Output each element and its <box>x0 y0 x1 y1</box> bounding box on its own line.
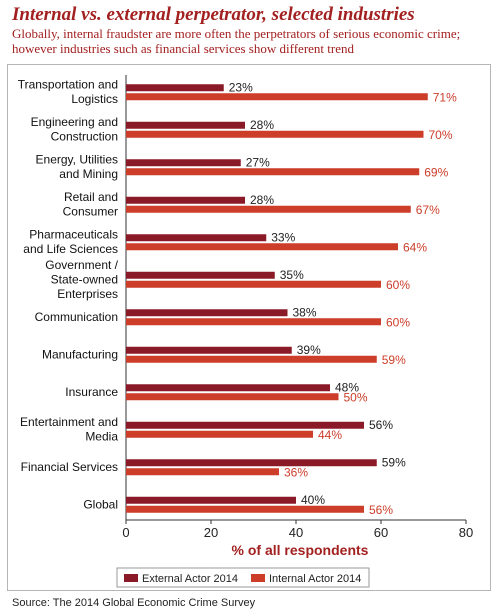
source-note: Source: The 2014 Global Economic Crime S… <box>12 597 256 609</box>
category-label: Entertainment and <box>20 415 118 429</box>
value-label-external: 38% <box>293 305 317 319</box>
bar-external <box>126 346 292 354</box>
value-label-internal: 56% <box>369 503 393 517</box>
value-label-external: 56% <box>369 418 393 432</box>
value-label-internal: 69% <box>424 165 448 179</box>
value-label-external: 23% <box>229 80 253 94</box>
category-label: Logistics <box>71 92 118 106</box>
chart-frame <box>7 64 491 591</box>
bar-external <box>126 121 245 129</box>
category-label: State-owned <box>51 272 118 286</box>
bar-internal <box>126 468 279 476</box>
category-label: Media <box>85 430 118 444</box>
value-label-external: 39% <box>297 343 321 357</box>
x-axis-title: % of all respondents <box>232 542 369 558</box>
bar-internal <box>126 393 339 401</box>
value-label-internal: 60% <box>386 315 410 329</box>
legend-swatch-internal <box>251 574 265 582</box>
bar-internal <box>126 168 420 176</box>
bar-internal <box>126 205 411 213</box>
value-label-external: 40% <box>301 493 325 507</box>
bar-internal <box>126 318 381 326</box>
value-label-external: 48% <box>335 380 359 394</box>
value-label-external: 27% <box>246 155 270 169</box>
x-tick-label: 40 <box>289 525 303 540</box>
category-label: and Mining <box>59 167 118 181</box>
bar-internal <box>126 130 424 138</box>
bar-internal <box>126 355 377 363</box>
bar-external <box>126 159 241 167</box>
x-tick-label: 0 <box>122 525 129 540</box>
category-label: Government / <box>45 258 118 272</box>
category-label: Consumer <box>63 205 118 219</box>
value-label-internal: 44% <box>318 428 342 442</box>
category-label: Transportation and <box>18 78 118 92</box>
x-tick-label: 80 <box>459 525 473 540</box>
x-tick-label: 20 <box>204 525 218 540</box>
bar-external <box>126 84 224 92</box>
bar-internal <box>126 243 398 251</box>
value-label-internal: 71% <box>433 90 457 104</box>
bar-external <box>126 271 275 279</box>
category-label: Enterprises <box>57 287 118 301</box>
value-label-internal: 67% <box>416 203 440 217</box>
value-label-external: 33% <box>271 230 295 244</box>
chart-title: Internal vs. external perpetrator, selec… <box>12 4 415 25</box>
bar-external <box>126 459 377 467</box>
category-label: Communication <box>35 310 118 324</box>
value-label-internal: 60% <box>386 278 410 292</box>
legend-swatch-external <box>124 574 138 582</box>
bar-internal <box>126 93 428 101</box>
legend-label-external: External Actor 2014 <box>142 573 238 585</box>
value-label-external: 59% <box>382 455 406 469</box>
category-label: Construction <box>51 130 118 144</box>
legend-label-internal: Internal Actor 2014 <box>269 573 361 585</box>
value-label-external: 28% <box>250 118 274 132</box>
category-label: Global <box>83 497 118 511</box>
bar-external <box>126 309 288 317</box>
value-label-internal: 70% <box>429 128 453 142</box>
bar-external <box>126 496 296 504</box>
bar-internal <box>126 430 313 438</box>
bar-external <box>126 234 267 242</box>
value-label-internal: 36% <box>284 465 308 479</box>
category-label: Pharmaceuticals <box>29 228 118 242</box>
category-label: Financial Services <box>21 460 118 474</box>
category-label: Energy, Utilities <box>36 153 118 167</box>
value-label-internal: 50% <box>344 390 368 404</box>
chart-subtitle: Globally, internal fraudster are more of… <box>12 26 461 56</box>
value-label-internal: 59% <box>382 353 406 367</box>
bar-external <box>126 421 364 429</box>
bar-internal <box>126 280 381 288</box>
category-label: Insurance <box>65 385 118 399</box>
legend-box <box>116 567 370 588</box>
value-label-external: 35% <box>280 268 304 282</box>
x-tick-label: 60 <box>374 525 388 540</box>
bar-internal <box>126 505 364 513</box>
bar-external <box>126 384 330 392</box>
value-label-external: 28% <box>250 193 274 207</box>
category-label: Retail and <box>64 190 118 204</box>
category-label: Engineering and <box>31 115 118 129</box>
bar-external <box>126 196 245 204</box>
category-label: Manufacturing <box>42 347 118 361</box>
value-label-internal: 64% <box>403 240 427 254</box>
category-label: and Life Sciences <box>23 242 118 256</box>
